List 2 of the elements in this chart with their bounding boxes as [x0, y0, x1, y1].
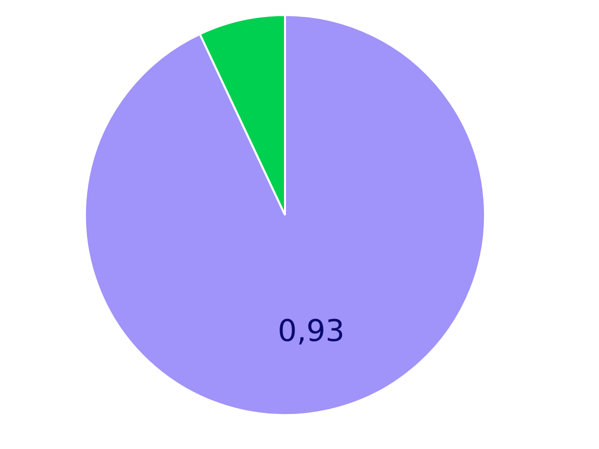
pie-slice [84, 14, 486, 416]
data-label: 0,93 [278, 314, 345, 350]
